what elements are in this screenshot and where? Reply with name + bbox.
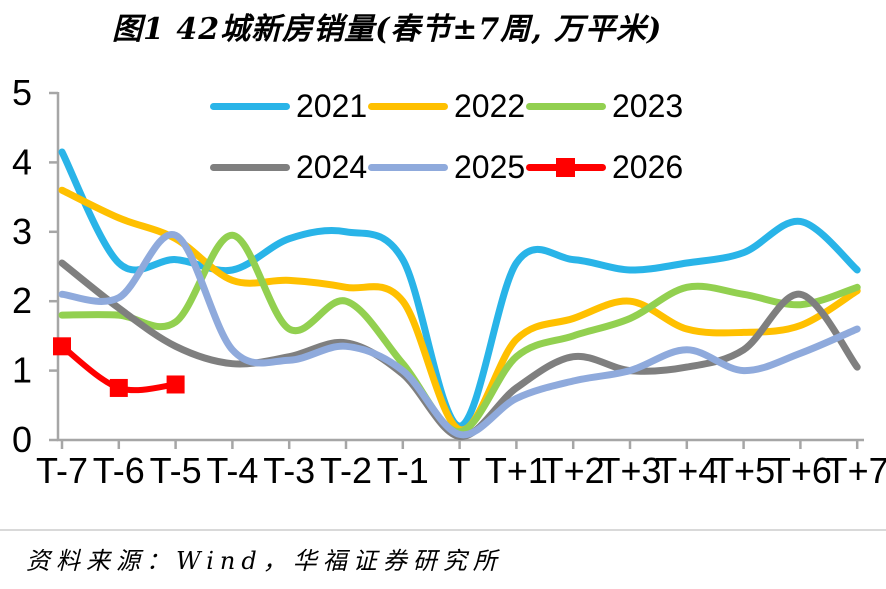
legend-row: 2024 2025 2026 bbox=[210, 151, 684, 183]
legend-item-2021: 2021 bbox=[210, 90, 368, 122]
legend-label-2026: 2026 bbox=[612, 149, 684, 185]
legend-swatch-2025 bbox=[368, 163, 448, 171]
x-axis-label: T bbox=[449, 450, 471, 491]
legend-swatch-2023 bbox=[526, 102, 606, 110]
x-axis-label: T-4 bbox=[206, 450, 258, 491]
y-axis-label: 5 bbox=[12, 72, 32, 113]
legend-item-2026: 2026 bbox=[526, 151, 684, 183]
series-line-2022 bbox=[58, 186, 861, 434]
x-axis-label: T-2 bbox=[320, 450, 372, 491]
legend-label-2021: 2021 bbox=[296, 88, 368, 124]
x-axis-label: T-1 bbox=[377, 450, 429, 491]
x-axis-label: T+4 bbox=[655, 450, 718, 491]
legend-swatch-2024 bbox=[210, 163, 290, 171]
y-axis-label: 3 bbox=[12, 211, 32, 252]
x-axis-label: T+5 bbox=[712, 450, 775, 491]
series-line-2025 bbox=[58, 231, 861, 439]
y-axis-label: 0 bbox=[12, 419, 32, 460]
x-axis-label: T-7 bbox=[36, 450, 88, 491]
legend-square-marker-2026 bbox=[556, 157, 575, 177]
x-axis-label: T-6 bbox=[93, 450, 145, 491]
legend-swatch-2022 bbox=[368, 102, 448, 110]
legend-item-2024: 2024 bbox=[210, 151, 368, 183]
legend-label-2025: 2025 bbox=[454, 149, 526, 185]
x-axis-label: T+1 bbox=[485, 450, 548, 491]
series-marker-2026 bbox=[53, 337, 71, 356]
line-chart: 0 1 2 3 4 5 T-7 T-6 T-5 T-4 T-3 T-2 T-1 T T+1T+2T+3T+4… bbox=[12, 72, 886, 491]
legend-row: 2021 2022 2023 bbox=[210, 90, 684, 122]
x-axis-label: T+2 bbox=[542, 450, 605, 491]
x-axis-label: T+7 bbox=[826, 450, 886, 491]
legend-item-2025: 2025 bbox=[368, 151, 526, 183]
x-axis-label: T+6 bbox=[769, 450, 832, 491]
source-note: 资料来源：Wind，华福证券研究所 bbox=[26, 547, 503, 575]
x-axis-label: T+3 bbox=[598, 450, 661, 491]
y-axis-label: 4 bbox=[12, 141, 32, 182]
legend-label-2023: 2023 bbox=[612, 88, 684, 124]
y-axis-label: 1 bbox=[12, 350, 32, 391]
legend-swatch-2021 bbox=[210, 102, 290, 110]
series-line-2024 bbox=[58, 259, 861, 440]
series-marker-2026 bbox=[109, 378, 128, 397]
y-axis-label: 2 bbox=[12, 280, 32, 321]
legend-label-2022: 2022 bbox=[454, 88, 526, 124]
separator-line bbox=[0, 529, 886, 531]
x-axis-label: T-3 bbox=[263, 450, 315, 491]
x-axis-label: T-5 bbox=[150, 450, 202, 491]
legend-swatch-2026 bbox=[526, 157, 606, 177]
series-marker-2026 bbox=[166, 375, 185, 394]
legend-item-2022: 2022 bbox=[368, 90, 526, 122]
chart-title: 图1 42城新房销量(春节±7周, 万平米) bbox=[112, 12, 663, 47]
legend-label-2024: 2024 bbox=[296, 149, 368, 185]
legend-item-2023: 2023 bbox=[526, 90, 684, 122]
chart-legend: 2021 2022 2023 2024 2025 2026 bbox=[210, 90, 870, 215]
